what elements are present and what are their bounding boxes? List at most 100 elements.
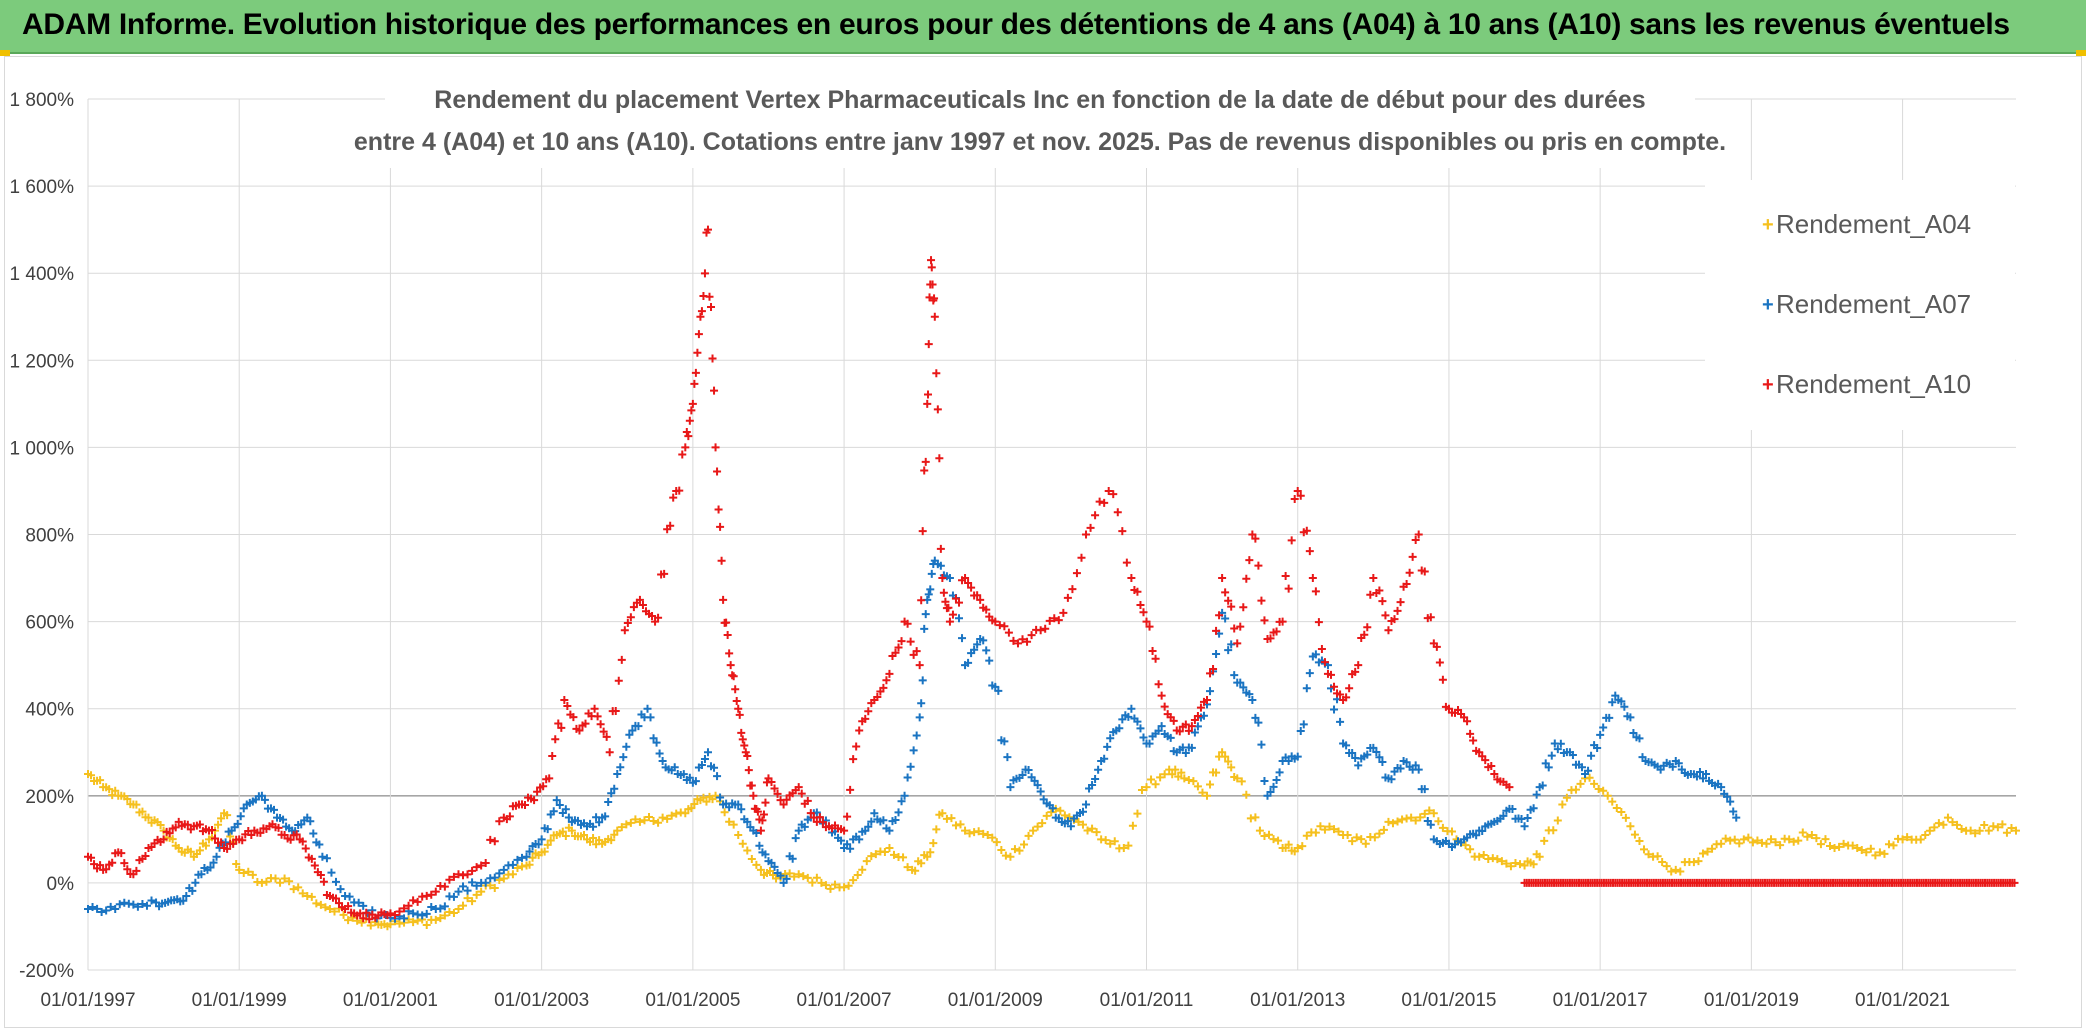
data-point-rendement-a07 <box>1166 733 1175 742</box>
data-point-rendement-a10 <box>927 263 936 272</box>
data-point-rendement-a10 <box>855 726 864 735</box>
data-point-rendement-a07 <box>691 777 700 786</box>
data-point-rendement-a07 <box>894 808 903 817</box>
data-point-rendement-a04 <box>1475 852 1484 861</box>
data-point-rendement-a07 <box>945 574 954 583</box>
data-point-rendement-a07 <box>964 658 973 667</box>
data-point-rendement-a04 <box>1224 757 1233 766</box>
data-point-rendement-a07 <box>897 797 906 806</box>
data-point-rendement-a10 <box>427 890 436 899</box>
data-point-rendement-a04 <box>1617 807 1626 816</box>
data-point-rendement-a07 <box>658 756 667 765</box>
y-tick-label: -200% <box>19 961 74 982</box>
data-point-rendement-a10 <box>1293 486 1302 495</box>
data-point-rendement-a10 <box>1375 586 1384 595</box>
data-point-rendement-a10 <box>927 256 936 265</box>
data-point-rendement-a04 <box>1571 785 1580 794</box>
data-point-rendement-a10 <box>505 812 514 821</box>
data-point-rendement-a10 <box>1296 491 1305 500</box>
data-point-rendement-a07 <box>1272 776 1281 785</box>
data-point-rendement-a07 <box>879 816 888 825</box>
data-point-rendement-a10 <box>753 807 762 816</box>
data-point-rendement-a04 <box>1384 817 1393 826</box>
data-point-rendement-a04 <box>1540 836 1549 845</box>
data-point-rendement-a10 <box>1393 606 1402 615</box>
data-point-rendement-a07 <box>652 738 661 747</box>
data-point-rendement-a04 <box>1142 783 1151 792</box>
data-point-rendement-a04 <box>765 866 774 875</box>
data-point-rendement-a07 <box>1118 715 1127 724</box>
x-tick-label: 01/01/2005 <box>645 990 740 1011</box>
data-point-rendement-a10 <box>1009 636 1018 645</box>
data-point-rendement-a07 <box>1145 739 1154 748</box>
data-point-rendement-a10 <box>939 588 948 597</box>
data-point-rendement-a07 <box>1157 722 1166 731</box>
data-point-rendement-a10 <box>1314 618 1323 627</box>
data-point-rendement-a04 <box>1726 836 1735 845</box>
data-point-rendement-a04 <box>289 885 298 894</box>
data-point-rendement-a04 <box>1298 842 1307 851</box>
data-point-rendement-a04 <box>1302 831 1311 840</box>
data-point-rendement-a10 <box>928 280 937 289</box>
data-point-rendement-a04 <box>195 846 204 855</box>
data-point-rendement-a07 <box>1635 734 1644 743</box>
data-point-rendement-a10 <box>1230 624 1239 633</box>
data-point-rendement-a10 <box>846 785 855 794</box>
data-point-rendement-a04 <box>1730 835 1739 844</box>
data-point-rendement-a07 <box>1063 817 1072 826</box>
data-point-rendement-a10 <box>319 877 328 886</box>
data-point-rendement-a04 <box>1330 825 1339 834</box>
data-point-rendement-a10 <box>818 818 827 827</box>
data-point-rendement-a04 <box>1549 826 1558 835</box>
data-point-rendement-a04 <box>635 817 644 826</box>
data-point-rendement-a10 <box>759 810 768 819</box>
data-point-rendement-a07 <box>359 901 368 910</box>
data-point-rendement-a04 <box>622 820 631 829</box>
data-point-rendement-a04 <box>640 816 649 825</box>
data-point-rendement-a10-flat <box>2010 878 2019 887</box>
data-point-rendement-a04 <box>720 808 729 817</box>
data-point-rendement-a07 <box>1221 614 1230 623</box>
data-point-rendement-a04 <box>1416 813 1425 822</box>
data-point-rendement-a10 <box>782 795 791 804</box>
data-point-rendement-a10 <box>1206 669 1215 678</box>
x-tick-label: 01/01/2019 <box>1704 990 1799 1011</box>
data-point-rendement-a04 <box>271 874 280 883</box>
data-point-rendement-a04 <box>1603 791 1612 800</box>
data-point-rendement-a07 <box>589 822 598 831</box>
data-point-rendement-a10 <box>1072 569 1081 578</box>
data-point-rendement-a04 <box>725 817 734 826</box>
data-point-rendement-a07 <box>1036 787 1045 796</box>
data-point-rendement-a04 <box>1803 832 1812 841</box>
data-point-rendement-a04 <box>276 878 285 887</box>
data-point-rendement-a04 <box>508 870 517 879</box>
data-point-rendement-a04 <box>285 877 294 886</box>
data-point-rendement-a10 <box>1402 579 1411 588</box>
data-point-rendement-a04 <box>1658 858 1667 867</box>
data-point-rendement-a07 <box>837 836 846 845</box>
data-point-rendement-a10 <box>710 386 719 395</box>
data-point-rendement-a10 <box>930 312 939 321</box>
data-point-rendement-a10 <box>936 544 945 553</box>
data-point-rendement-a04 <box>1853 844 1862 853</box>
data-point-rendement-a07 <box>191 878 200 887</box>
data-point-rendement-a10 <box>310 861 319 870</box>
data-point-rendement-a04 <box>1221 752 1230 761</box>
data-point-rendement-a10 <box>307 854 316 863</box>
data-point-rendement-a10 <box>614 676 623 685</box>
data-point-rendement-a10 <box>717 556 726 565</box>
data-point-rendement-a10 <box>1342 693 1351 702</box>
data-point-rendement-a10 <box>635 595 644 604</box>
data-point-rendement-a07 <box>1311 650 1320 659</box>
data-point-rendement-a04 <box>626 818 635 827</box>
data-point-rendement-a10 <box>666 521 675 530</box>
data-point-rendement-a07 <box>885 826 894 835</box>
data-point-rendement-a04 <box>244 867 253 876</box>
data-point-rendement-a04 <box>672 809 681 818</box>
data-point-rendement-a07 <box>1702 770 1711 779</box>
data-point-rendement-a10 <box>924 340 933 349</box>
data-point-rendement-a04 <box>1393 817 1402 826</box>
data-point-rendement-a04 <box>459 901 468 910</box>
data-point-rendement-a10 <box>1257 596 1266 605</box>
x-tick-label: 01/01/2015 <box>1401 990 1496 1011</box>
